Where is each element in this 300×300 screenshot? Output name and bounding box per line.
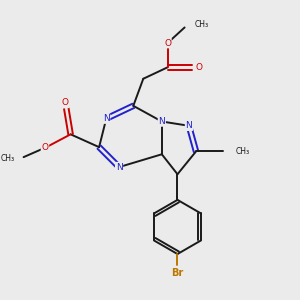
Text: N: N [185, 121, 192, 130]
Text: N: N [158, 117, 165, 126]
Text: CH₃: CH₃ [195, 20, 209, 29]
Text: CH₃: CH₃ [1, 154, 15, 163]
Text: O: O [164, 39, 171, 48]
Text: N: N [103, 114, 110, 123]
Text: O: O [61, 98, 68, 107]
Text: O: O [41, 142, 49, 152]
Text: Br: Br [171, 268, 184, 278]
Text: O: O [195, 63, 203, 72]
Text: CH₃: CH₃ [236, 147, 250, 156]
Text: N: N [116, 163, 122, 172]
